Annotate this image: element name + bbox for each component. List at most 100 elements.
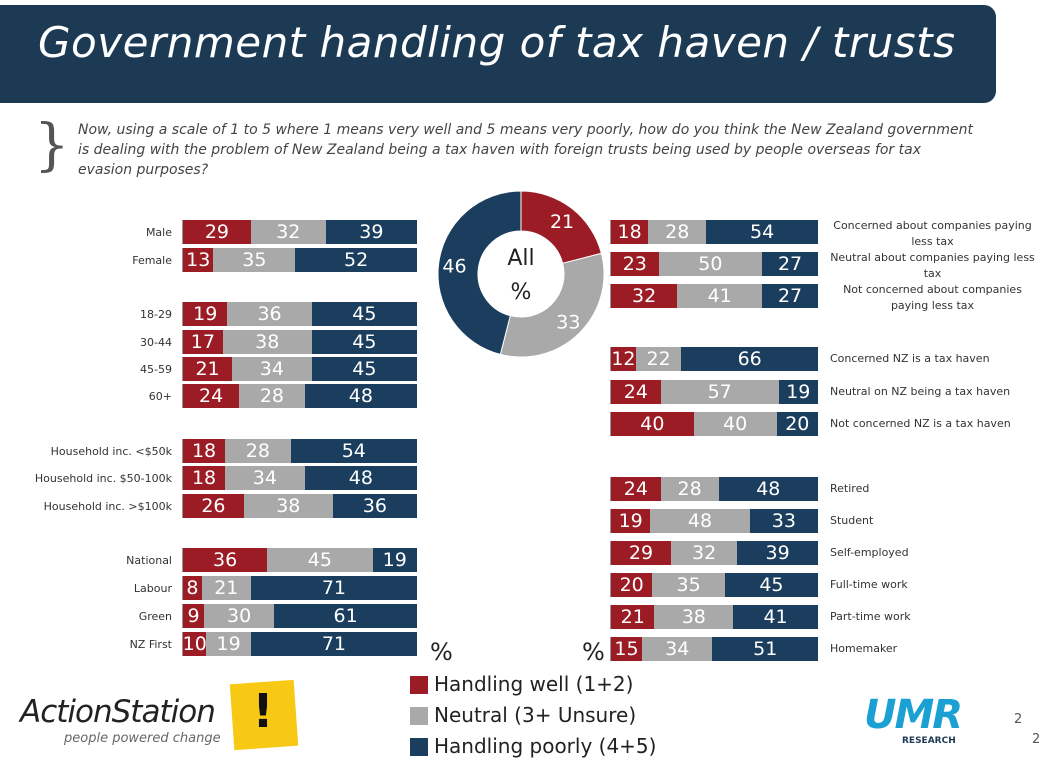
bar-segment-poorly: 66 <box>681 347 818 371</box>
bar-household-inc-100k: 26 38 36 <box>182 494 417 518</box>
bar-segment-neutral: 34 <box>642 637 713 661</box>
bar-segment-well: 24 <box>611 477 661 501</box>
row-label-homemaker: Homemaker <box>830 642 898 655</box>
legend-label-poorly: Handling poorly (4+5) <box>434 734 657 758</box>
bar-female: 13 35 52 <box>182 248 417 272</box>
bar-45-59: 21 34 45 <box>182 357 417 381</box>
bar-60: 24 28 48 <box>182 384 417 408</box>
bar-segment-poorly: 71 <box>250 632 417 656</box>
bar-segment-poorly: 45 <box>311 330 417 354</box>
bar-segment-well: 19 <box>611 509 651 533</box>
bar-segment-poorly: 45 <box>311 357 417 381</box>
row-label-labour: Labour <box>133 582 172 595</box>
bar-segment-neutral: 35 <box>652 573 725 597</box>
umr-logo: UMR <box>864 692 963 738</box>
actionstation-exclamation: ! <box>252 684 274 738</box>
bar-retired: 24 28 48 <box>610 477 818 501</box>
row-label-retired: Retired <box>830 482 870 495</box>
bar-segment-well: 20 <box>611 573 653 597</box>
bar-neutral-on-nz-being-a-tax-haven: 24 57 19 <box>610 380 818 404</box>
bar-nz-first: 10 19 71 <box>182 632 417 656</box>
page-number-1: 2 <box>1014 712 1023 727</box>
bar-concerned-nz-is-a-tax-haven: 12 22 66 <box>610 347 818 371</box>
bar-segment-neutral: 34 <box>232 357 312 381</box>
bar-18-29: 19 36 45 <box>182 302 417 326</box>
percent-mark-left: % <box>430 638 453 666</box>
bar-full-time-work: 20 35 45 <box>610 573 818 597</box>
bar-segment-well: 18 <box>183 439 226 463</box>
bar-national: 36 45 19 <box>182 548 417 572</box>
bar-segment-neutral: 38 <box>243 494 333 518</box>
donut-slice-neutral <box>499 252 605 358</box>
bar-30-44: 17 38 45 <box>182 330 417 354</box>
bar-segment-neutral: 28 <box>648 220 707 244</box>
bar-household-inc-50k: 18 28 54 <box>182 439 417 463</box>
bar-segment-poorly: 33 <box>749 509 818 533</box>
bar-segment-neutral: 38 <box>222 330 312 354</box>
donut-chart: All % 21 33 46 <box>437 190 605 358</box>
bar-neutral-about-companies-paying-less-tax: 23 50 27 <box>610 252 818 276</box>
row-label-green: Green <box>138 610 172 623</box>
bar-segment-neutral: 45 <box>267 548 373 572</box>
percent-mark-right: % <box>582 638 605 666</box>
bar-segment-well: 18 <box>183 466 226 490</box>
bar-segment-neutral: 35 <box>213 248 296 272</box>
bar-green: 9 30 61 <box>182 604 417 628</box>
bar-segment-well: 19 <box>183 302 228 326</box>
bar-segment-poorly: 39 <box>737 541 818 565</box>
bar-not-concerned-about-companies-paying-less-tax: 32 41 27 <box>610 284 818 308</box>
bar-segment-poorly: 61 <box>274 604 417 628</box>
bar-segment-poorly: 51 <box>712 637 818 661</box>
bar-segment-poorly: 41 <box>733 605 818 629</box>
row-label-not-concerned-about-companies-paying-less-tax: Not concerned about companies paying les… <box>843 283 1022 312</box>
row-label-household-inc-100k: Household inc. >$100k <box>43 500 172 513</box>
bar-segment-poorly: 45 <box>311 302 417 326</box>
donut-label-well: 21 <box>550 211 574 233</box>
bar-homemaker: 15 34 51 <box>610 637 818 661</box>
bar-segment-well: 36 <box>183 548 268 572</box>
bar-student: 19 48 33 <box>610 509 818 533</box>
bar-segment-well: 32 <box>611 284 678 308</box>
legend-label-well: Handling well (1+2) <box>434 672 634 696</box>
bar-segment-neutral: 38 <box>654 605 734 629</box>
donut-center-label-2: % <box>511 280 532 305</box>
bar-segment-neutral: 28 <box>660 477 719 501</box>
row-label-male: Male <box>145 226 172 239</box>
bar-segment-well: 23 <box>611 252 659 276</box>
row-label-concerned-nz-is-a-tax-haven: Concerned NZ is a tax haven <box>830 352 990 365</box>
row-label-female: Female <box>132 254 172 267</box>
bar-segment-poorly: 71 <box>250 576 417 600</box>
bar-concerned-about-companies-paying-less-tax: 18 28 54 <box>610 220 818 244</box>
bar-labour: 8 21 71 <box>182 576 417 600</box>
bar-segment-neutral: 41 <box>677 284 763 308</box>
bar-segment-poorly: 27 <box>762 284 818 308</box>
row-label-national: National <box>126 554 172 567</box>
bar-segment-well: 13 <box>183 248 214 272</box>
donut-center-label-1: All <box>507 246 534 271</box>
bar-segment-neutral: 34 <box>225 466 305 490</box>
brace-icon: } <box>34 113 70 178</box>
bar-segment-poorly: 19 <box>778 380 818 404</box>
bar-segment-well: 24 <box>611 380 661 404</box>
bar-segment-poorly: 45 <box>724 573 818 597</box>
bar-segment-poorly: 27 <box>762 252 818 276</box>
row-label-30-44: 30-44 <box>140 336 172 349</box>
bar-segment-poorly: 54 <box>290 439 417 463</box>
bar-segment-well: 10 <box>183 632 207 656</box>
row-label-self-employed: Self-employed <box>830 546 909 559</box>
donut-slice-poorly <box>437 190 522 356</box>
row-label-part-time-work: Part-time work <box>830 610 911 623</box>
row-label-nz-first: NZ First <box>129 638 172 651</box>
bar-segment-well: 21 <box>611 605 655 629</box>
bar-segment-neutral: 40 <box>693 412 777 436</box>
bar-male: 29 32 39 <box>182 220 417 244</box>
bar-segment-neutral: 32 <box>250 220 326 244</box>
donut-label-poorly: 46 <box>442 256 466 278</box>
bar-segment-well: 26 <box>183 494 244 518</box>
bar-segment-well: 15 <box>611 637 643 661</box>
bar-segment-neutral: 21 <box>201 576 251 600</box>
title-bar <box>0 5 996 103</box>
row-label-household-inc-50k: Household inc. <$50k <box>50 445 172 458</box>
bar-segment-well: 21 <box>183 357 233 381</box>
row-label-neutral-on-nz-being-a-tax-haven: Neutral on NZ being a tax haven <box>830 385 1011 398</box>
